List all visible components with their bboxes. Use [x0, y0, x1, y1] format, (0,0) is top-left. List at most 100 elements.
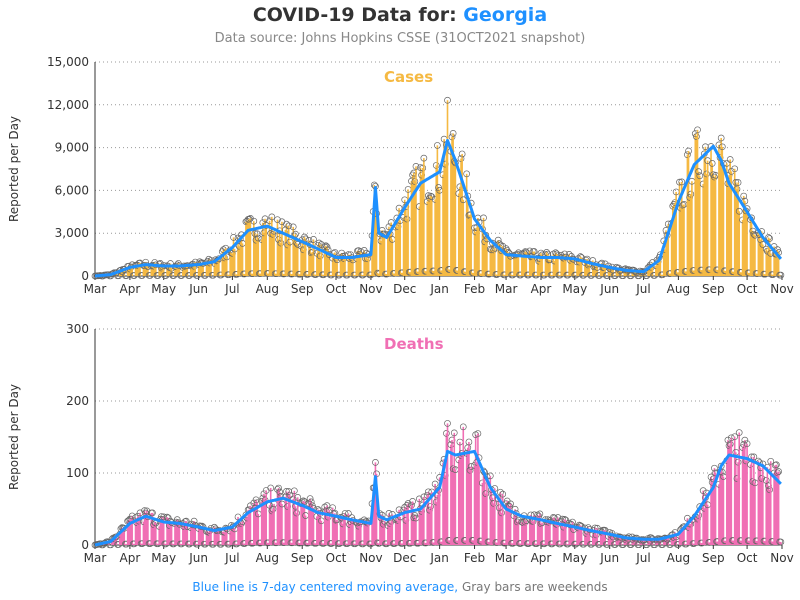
cases-daily-marker	[694, 126, 701, 134]
cases-daily-marker	[274, 216, 281, 224]
deaths-daily-marker	[536, 510, 544, 518]
cases-daily-marker	[427, 192, 434, 200]
cases-daily-marker	[419, 164, 427, 172]
cases-daily-marker	[412, 163, 420, 170]
deaths-daily-marker	[490, 499, 498, 507]
deaths-xtick-label: Jun	[188, 551, 208, 565]
deaths-daily-marker	[403, 502, 411, 509]
deaths-daily-marker	[711, 464, 718, 472]
deaths-daily-marker	[777, 538, 785, 546]
deaths-daily-marker	[149, 509, 156, 517]
cases-ytick-label: 0	[81, 269, 89, 283]
deaths-daily-marker	[466, 466, 474, 474]
deaths-daily-marker	[443, 430, 450, 437]
deaths-daily-marker	[276, 488, 284, 496]
cases-daily-marker	[696, 172, 704, 180]
deaths-daily-marker	[499, 490, 507, 498]
cases-xtick-label: Apr	[120, 282, 141, 296]
cases-daily-marker	[432, 162, 440, 169]
deaths-ytick-label: 100	[66, 466, 89, 480]
deaths-daily-marker	[283, 488, 290, 495]
cases-daily-marker	[521, 248, 529, 255]
cases-daily-marker	[420, 154, 428, 162]
cases-xtick-label: Feb	[464, 282, 485, 296]
cases-daily-marker	[458, 150, 466, 158]
cases-daily-marker	[685, 147, 692, 155]
cases-daily-marker	[678, 178, 686, 186]
deaths-daily-marker	[306, 495, 314, 502]
cases-xtick-label: May	[562, 282, 587, 296]
cases-daily-bars	[91, 96, 785, 280]
deaths-daily-marker	[267, 484, 275, 492]
cases-daily-marker	[717, 134, 725, 142]
cases-xtick-label: Aug	[256, 282, 279, 296]
cases-daily-marker	[684, 151, 691, 159]
cases-daily-marker	[687, 190, 695, 198]
deaths-daily-marker	[423, 491, 431, 499]
cases-daily-marker	[261, 215, 269, 223]
cases-daily-marker	[310, 236, 317, 243]
deaths-daily-marker	[734, 458, 742, 466]
deaths-daily-marker	[559, 515, 566, 523]
cases-daily-marker	[718, 143, 726, 151]
deaths-xtick-label: Mar	[495, 551, 518, 565]
cases-ytick-label: 3,000	[55, 226, 89, 240]
deaths-daily-marker	[431, 480, 439, 488]
cases-daily-marker	[735, 207, 743, 215]
deaths-daily-marker	[128, 512, 136, 520]
deaths-xtick-label: Nov	[359, 551, 382, 565]
deaths-daily-marker	[486, 472, 494, 480]
deaths-xtick-label: Jan	[429, 551, 449, 565]
cases-xtick-label: Dec	[393, 282, 416, 296]
cases-daily-marker	[711, 173, 718, 181]
deaths-xtick-label: Jul	[224, 551, 239, 565]
cases-daily-marker	[726, 156, 734, 163]
deaths-moving-average-line	[94, 449, 782, 547]
cases-daily-marker	[457, 155, 465, 162]
cases-daily-marker	[765, 234, 772, 241]
cases-daily-marker	[294, 241, 302, 248]
cases-xtick-label: Sep	[702, 282, 725, 296]
cases-daily-marker	[708, 160, 716, 167]
deaths-daily-marker	[416, 495, 423, 503]
cases-xtick-label: May	[151, 282, 176, 296]
deaths-daily-marker	[773, 461, 780, 469]
cases-daily-marker	[277, 239, 285, 247]
cases-daily-marker	[731, 165, 739, 173]
cases-daily-marker	[230, 234, 237, 241]
deaths-daily-marker	[497, 488, 504, 496]
cases-daily-marker	[679, 201, 687, 209]
cases-daily-marker	[322, 242, 330, 250]
deaths-daily-marker	[474, 430, 482, 437]
cases-daily-marker	[278, 218, 286, 226]
cases-xtick-label: Jul	[635, 282, 650, 296]
cases-daily-marker	[543, 248, 550, 256]
cases-daily-marker	[250, 217, 258, 225]
deaths-daily-marker	[275, 484, 282, 492]
deaths-daily-marker	[253, 499, 261, 507]
deaths-xtick-label: Feb	[464, 551, 485, 565]
cases-daily-marker	[268, 213, 276, 221]
deaths-daily-marker	[774, 469, 781, 477]
deaths-daily-marker	[767, 457, 775, 465]
deaths-daily-marker	[379, 520, 387, 528]
cases-xtick-label: Nov	[770, 282, 793, 296]
cases-ylabel: Reported per Day	[7, 116, 21, 222]
cases-ytick-label: 12,000	[47, 98, 89, 112]
cases-daily-marker	[480, 214, 487, 222]
deaths-daily-marker	[450, 429, 458, 437]
deaths-daily-marker	[160, 513, 168, 521]
cases-daily-marker	[490, 246, 498, 254]
cases-daily-marker	[434, 142, 441, 149]
cases-daily-marker	[766, 235, 773, 242]
deaths-daily-marker	[307, 498, 315, 506]
deaths-xtick-label: Apr	[120, 551, 141, 565]
deaths-xtick-label: Oct	[737, 551, 758, 565]
cases-daily-marker	[285, 222, 293, 230]
deaths-daily-bars	[91, 420, 785, 549]
cases-xtick-label: Apr	[531, 282, 552, 296]
deaths-daily-marker	[294, 493, 302, 501]
cases-xtick-label: Oct	[737, 282, 758, 296]
cases-daily-marker	[269, 230, 277, 238]
cases-daily-marker	[403, 215, 411, 223]
